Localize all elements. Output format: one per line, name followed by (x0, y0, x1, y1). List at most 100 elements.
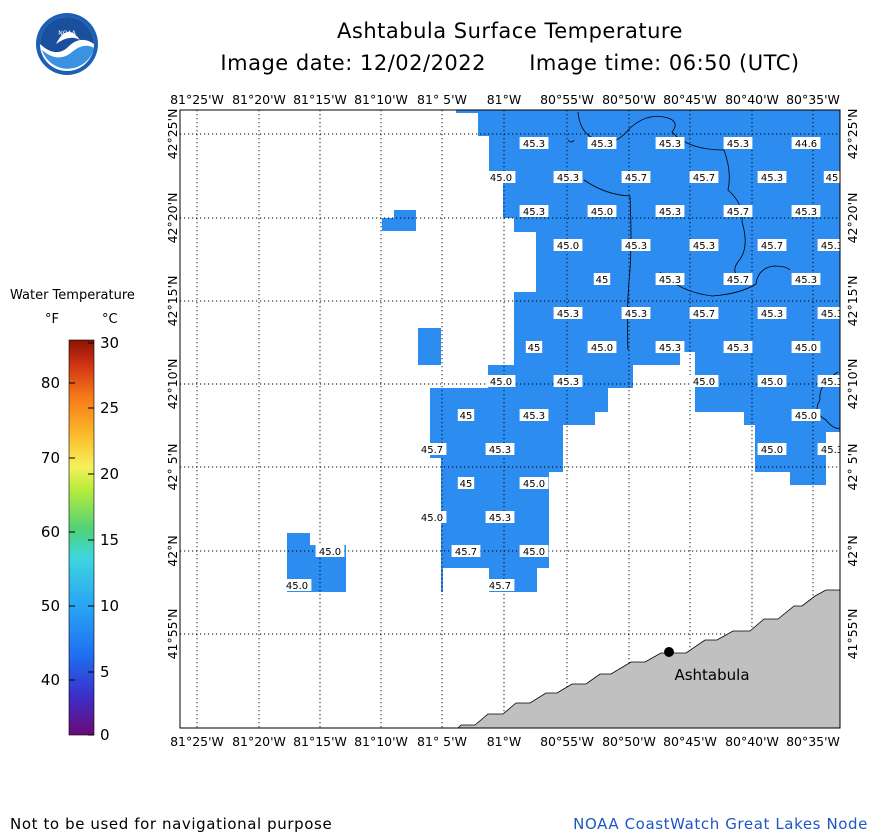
temperature-label-bg (817, 239, 840, 251)
fahrenheit-tick-label: 60 (41, 523, 60, 541)
fahrenheit-tick-label: 40 (41, 671, 60, 689)
temperature-label-bg (485, 443, 515, 455)
city-label: Ashtabula (674, 666, 749, 684)
temperature-label-bg (519, 137, 549, 149)
temperature-label-bg (451, 545, 481, 557)
legend-unit-fahrenheit: °F (45, 312, 59, 327)
temperature-value-labels: 45.3 45.3 45.3 45.3 44.6 45.0 45.3 45.7 45.7 45.3… (282, 137, 840, 592)
temperature-value: 45 (460, 479, 473, 490)
temperature-label-bg (417, 443, 447, 455)
temperature-value: 45.0 (523, 547, 545, 558)
temperature-label-bg (587, 137, 617, 149)
temperature-value: 45.7 (727, 207, 749, 218)
temperature-value: 45.0 (286, 581, 308, 592)
temperature-value: 44.6 (795, 139, 817, 150)
temperature-label-bg (525, 341, 543, 353)
celsius-tick-label: 0 (100, 726, 110, 744)
temperature-value: 45.3 (659, 207, 681, 218)
map-area: 45.3 45.3 45.3 45.3 44.6 45.0 45.3 45.7 45.7 45.3… (180, 110, 840, 728)
noaa-logo: NOAA (36, 13, 98, 75)
temperature-label-bg (791, 409, 821, 421)
celsius-tick-label: 20 (100, 465, 119, 483)
svg-text:NOAA: NOAA (58, 30, 76, 37)
temperature-label-bg (457, 477, 475, 489)
temperature-value: 45.3 (489, 445, 511, 456)
temperature-value: 45.0 (490, 173, 512, 184)
temperature-label-bg (757, 171, 787, 183)
latitude-label: 42°25'N (165, 109, 180, 160)
temperature-value: 45.7 (489, 581, 511, 592)
temperature-label-bg (655, 137, 685, 149)
longitude-label: 80°50'W (602, 92, 656, 107)
temperature-value: 45.0 (795, 411, 817, 422)
longitude-labels-bottom: 81°25'W 81°20'W 81°15'W 81°10'W 81° 5'W 81°W 8… (170, 734, 840, 749)
temperature-label-bg (553, 171, 583, 183)
longitude-label: 81°15'W (293, 734, 347, 749)
temperature-value: 45.3 (489, 513, 511, 524)
temperature-label-bg (723, 205, 753, 217)
temperature-value: 45.3 (625, 241, 647, 252)
temperature-value: 45.0 (761, 445, 783, 456)
latitude-labels-right: 42°25'N 42°20'N 42°15'N 42°10'N 42° 5'N 42°N 4… (845, 109, 860, 660)
temperature-label-bg (757, 443, 787, 455)
longitude-label: 80°55'W (540, 92, 594, 107)
longitude-label: 81°20'W (232, 734, 286, 749)
temperature-label-bg (519, 477, 549, 489)
celsius-tick-label: 25 (100, 399, 119, 417)
latitude-label: 42°15'N (165, 276, 180, 327)
longitude-label: 80°45'W (663, 92, 717, 107)
latitude-label: 42°N (845, 535, 860, 567)
temperature-label-bg (757, 239, 787, 251)
temperature-label-bg (315, 545, 345, 557)
temperature-label-bg (689, 171, 719, 183)
longitude-label: 81° 5'W (417, 92, 467, 107)
temperature-value: 45.0 (591, 343, 613, 354)
disclaimer-text: Not to be used for navigational purpose (10, 815, 333, 833)
temperature-label-bg (723, 137, 753, 149)
temperature-label-bg (587, 341, 617, 353)
temperature-value: 45.0 (693, 377, 715, 388)
temperature-value: 45.0 (795, 343, 817, 354)
temperature-value: 45.7 (693, 173, 715, 184)
celsius-tick-label: 10 (100, 597, 119, 615)
temperature-value: 45.3 (659, 139, 681, 150)
temperature-label-bg (817, 375, 840, 387)
latitude-label: 42°10'N (165, 359, 180, 410)
temperature-value: 45.3 (727, 343, 749, 354)
latitude-label: 42°10'N (845, 359, 860, 410)
temperature-value: 45 (826, 173, 839, 184)
temperature-label-bg (519, 409, 549, 421)
latitude-label: 42° 5'N (165, 444, 180, 491)
longitude-label: 80°40'W (725, 734, 779, 749)
temperature-label-bg (553, 375, 583, 387)
latitude-label: 42°20'N (845, 193, 860, 244)
temperature-label-bg (457, 409, 475, 421)
longitude-label: 81°15'W (293, 92, 347, 107)
temperature-label-bg (553, 239, 583, 251)
temperature-label-bg (621, 239, 651, 251)
image-time: Image time: 06:50 (UTC) (529, 51, 800, 75)
longitude-label: 81°10'W (354, 734, 408, 749)
temperature-value: 45.3 (795, 275, 817, 286)
temperature-label-bg (689, 239, 719, 251)
temperature-value: 45.3 (795, 207, 817, 218)
colorbar-fahrenheit-ticks: 80 70 60 50 40 (41, 374, 75, 689)
temperature-value: 45.3 (557, 377, 579, 388)
temperature-label-bg (486, 375, 516, 387)
celsius-tick-label: 5 (100, 663, 110, 681)
longitude-label: 80°55'W (540, 734, 594, 749)
temperature-value: 45.3 (761, 173, 783, 184)
temperature-value: 45.7 (761, 241, 783, 252)
longitude-label: 80°45'W (663, 734, 717, 749)
temperature-label-bg (757, 375, 787, 387)
temperature-value: 45.3 (625, 309, 647, 320)
city-marker: Ashtabula (664, 647, 750, 684)
longitude-label: 80°35'W (786, 92, 840, 107)
temperature-label-bg (553, 307, 583, 319)
temperature-label-bg (689, 307, 719, 319)
temperature-label-bg (655, 341, 685, 353)
temperature-value: 45.0 (591, 207, 613, 218)
temperature-value: 45.3 (523, 139, 545, 150)
